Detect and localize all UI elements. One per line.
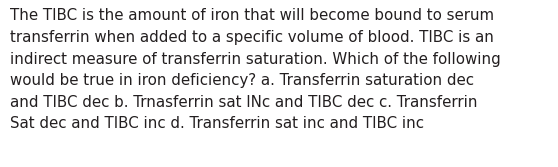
Text: The TIBC is the amount of iron that will become bound to serum
transferrin when : The TIBC is the amount of iron that will… — [10, 8, 501, 131]
